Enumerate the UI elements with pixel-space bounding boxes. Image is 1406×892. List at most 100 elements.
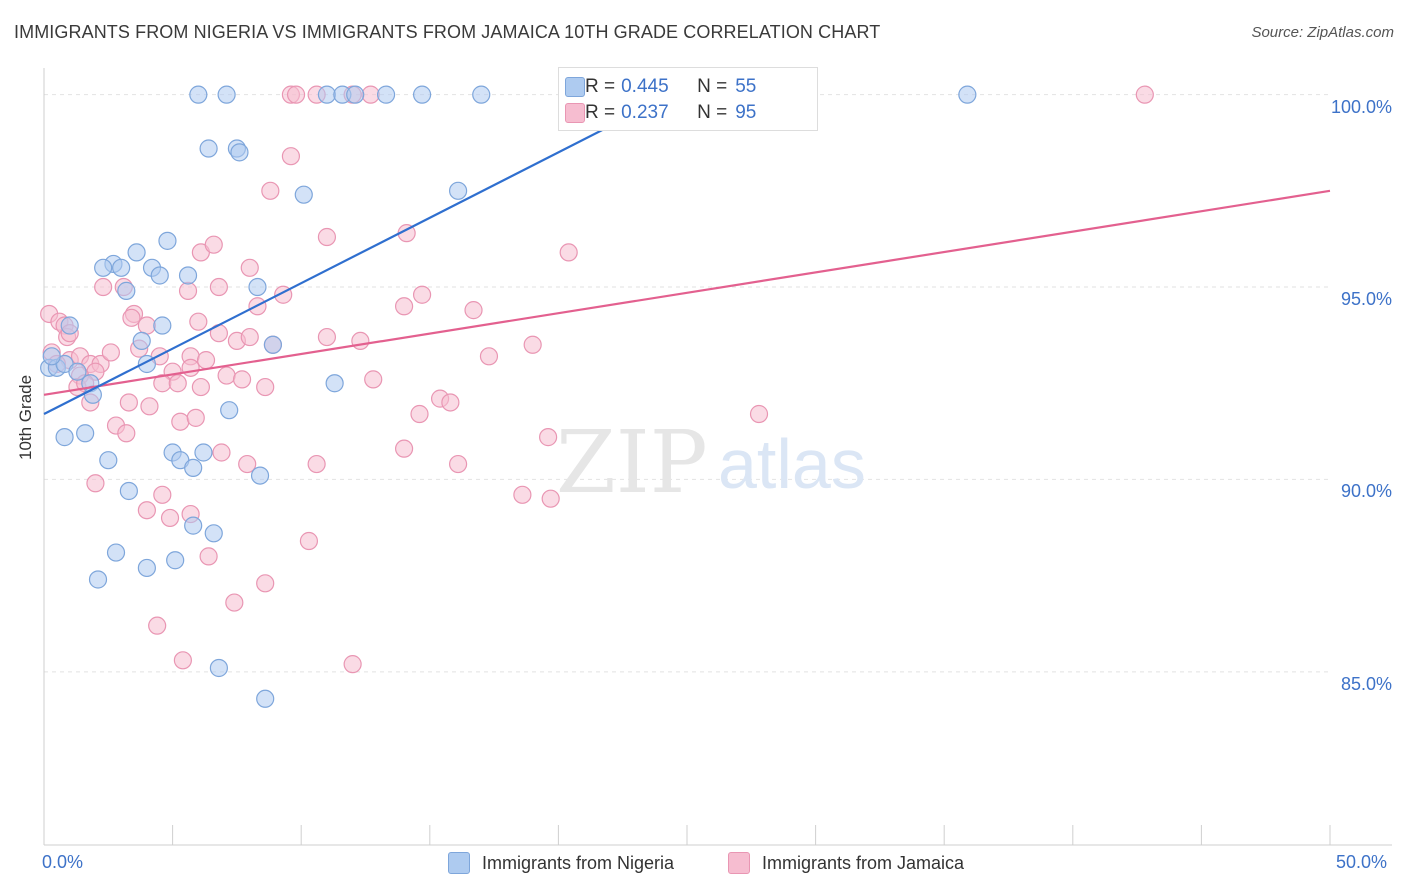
point-jamaica bbox=[137, 316, 156, 335]
point-nigeria bbox=[189, 85, 208, 104]
point-jamaica bbox=[299, 531, 319, 551]
chart-title: IMMIGRANTS FROM NIGERIA VS IMMIGRANTS FR… bbox=[14, 22, 881, 42]
axes bbox=[43, 68, 1392, 846]
point-nigeria bbox=[958, 85, 977, 104]
point-jamaica bbox=[238, 454, 257, 474]
point-nigeria bbox=[412, 85, 432, 104]
point-nigeria bbox=[158, 231, 177, 250]
point-jamaica bbox=[119, 393, 138, 412]
x-tick-min: 0.0% bbox=[42, 852, 84, 872]
point-jamaica bbox=[140, 397, 159, 416]
y-tick-label: 85.0% bbox=[1340, 673, 1392, 694]
point-jamaica bbox=[137, 501, 156, 520]
watermark-zip: ZIP bbox=[556, 413, 708, 513]
legend-row-nigeria: R = 0.445 N = 55 bbox=[565, 74, 757, 100]
legend-r-label: R = bbox=[585, 102, 616, 123]
point-jamaica bbox=[749, 404, 769, 424]
point-nigeria bbox=[60, 316, 79, 335]
point-jamaica bbox=[122, 308, 141, 327]
point-nigeria bbox=[472, 85, 491, 104]
point-jamaica bbox=[286, 85, 306, 104]
point-jamaica bbox=[204, 235, 223, 254]
series-nigeria bbox=[40, 85, 977, 708]
point-jamaica bbox=[209, 277, 228, 297]
point-nigeria bbox=[346, 85, 365, 104]
point-jamaica bbox=[441, 393, 460, 412]
bottom-label-jamaica: Immigrants from Jamaica bbox=[762, 852, 965, 873]
point-jamaica bbox=[394, 297, 414, 316]
watermark-atlas: atlas bbox=[718, 425, 866, 503]
point-jamaica bbox=[412, 285, 432, 304]
point-jamaica bbox=[240, 258, 259, 277]
point-jamaica bbox=[181, 358, 200, 377]
point-nigeria bbox=[294, 185, 313, 204]
legend-n-jamaica: 95 bbox=[735, 102, 757, 123]
point-jamaica bbox=[148, 616, 167, 635]
legend-n-nigeria: 55 bbox=[735, 76, 757, 97]
source-credit: Source: ZipAtlas.com bbox=[1251, 24, 1394, 41]
correlation-legend: R = 0.445 N = 55 R = 0.237 N = 95 bbox=[558, 67, 818, 131]
point-jamaica bbox=[281, 147, 301, 166]
watermark: ZIP atlas bbox=[556, 413, 866, 513]
point-nigeria bbox=[204, 524, 223, 543]
point-jamaica bbox=[364, 370, 383, 389]
point-nigeria bbox=[194, 443, 213, 462]
point-jamaica bbox=[448, 454, 468, 474]
bottom-legend-jamaica: Immigrants from Jamaica bbox=[728, 852, 964, 874]
series-jamaica bbox=[40, 85, 1154, 674]
point-jamaica bbox=[256, 574, 275, 593]
legend-swatch-nigeria bbox=[565, 77, 585, 97]
point-jamaica bbox=[117, 424, 136, 443]
point-jamaica bbox=[317, 327, 337, 347]
point-jamaica bbox=[225, 593, 244, 612]
x-tick-max: 50.0% bbox=[1336, 852, 1388, 872]
point-nigeria bbox=[250, 466, 270, 485]
point-nigeria bbox=[119, 481, 138, 501]
point-nigeria bbox=[217, 85, 236, 104]
point-jamaica bbox=[256, 377, 275, 397]
point-nigeria bbox=[132, 331, 151, 351]
point-nigeria bbox=[184, 458, 203, 477]
point-jamaica bbox=[343, 655, 362, 674]
legend-n-label: N = bbox=[697, 76, 728, 97]
point-jamaica bbox=[101, 343, 120, 362]
point-jamaica bbox=[541, 489, 560, 508]
bottom-legend-nigeria: Immigrants from Nigeria bbox=[448, 852, 674, 874]
trend-line-nigeria bbox=[43, 85, 688, 416]
point-nigeria bbox=[209, 658, 228, 678]
point-jamaica bbox=[240, 327, 259, 347]
point-nigeria bbox=[325, 374, 344, 393]
point-jamaica bbox=[212, 443, 231, 462]
point-jamaica bbox=[523, 335, 542, 354]
point-jamaica bbox=[513, 485, 532, 504]
point-nigeria bbox=[42, 347, 61, 366]
legend-row-jamaica: R = 0.237 N = 95 bbox=[565, 100, 757, 126]
point-jamaica bbox=[189, 312, 208, 331]
legend-r-nigeria: 0.445 bbox=[621, 76, 669, 97]
legend-r-jamaica: 0.237 bbox=[621, 102, 669, 123]
point-jamaica bbox=[186, 408, 205, 427]
point-jamaica bbox=[191, 377, 210, 397]
point-nigeria bbox=[106, 543, 126, 562]
point-nigeria bbox=[376, 85, 396, 104]
point-jamaica bbox=[160, 508, 180, 528]
point-nigeria bbox=[94, 258, 113, 277]
point-jamaica bbox=[153, 485, 172, 504]
y-tick-label: 100.0% bbox=[1330, 96, 1392, 117]
point-nigeria bbox=[317, 85, 337, 104]
point-nigeria bbox=[137, 558, 156, 578]
point-nigeria bbox=[127, 243, 146, 262]
legend-r-label: R = bbox=[585, 76, 616, 97]
point-jamaica bbox=[307, 454, 326, 474]
point-nigeria bbox=[153, 316, 172, 335]
point-nigeria bbox=[256, 689, 275, 708]
point-jamaica bbox=[178, 281, 198, 300]
point-jamaica bbox=[261, 181, 280, 200]
point-nigeria bbox=[112, 258, 131, 277]
legend-n-label: N = bbox=[697, 102, 728, 123]
point-nigeria bbox=[150, 266, 169, 285]
point-jamaica bbox=[1135, 85, 1154, 104]
point-jamaica bbox=[539, 428, 558, 447]
point-nigeria bbox=[248, 277, 267, 297]
